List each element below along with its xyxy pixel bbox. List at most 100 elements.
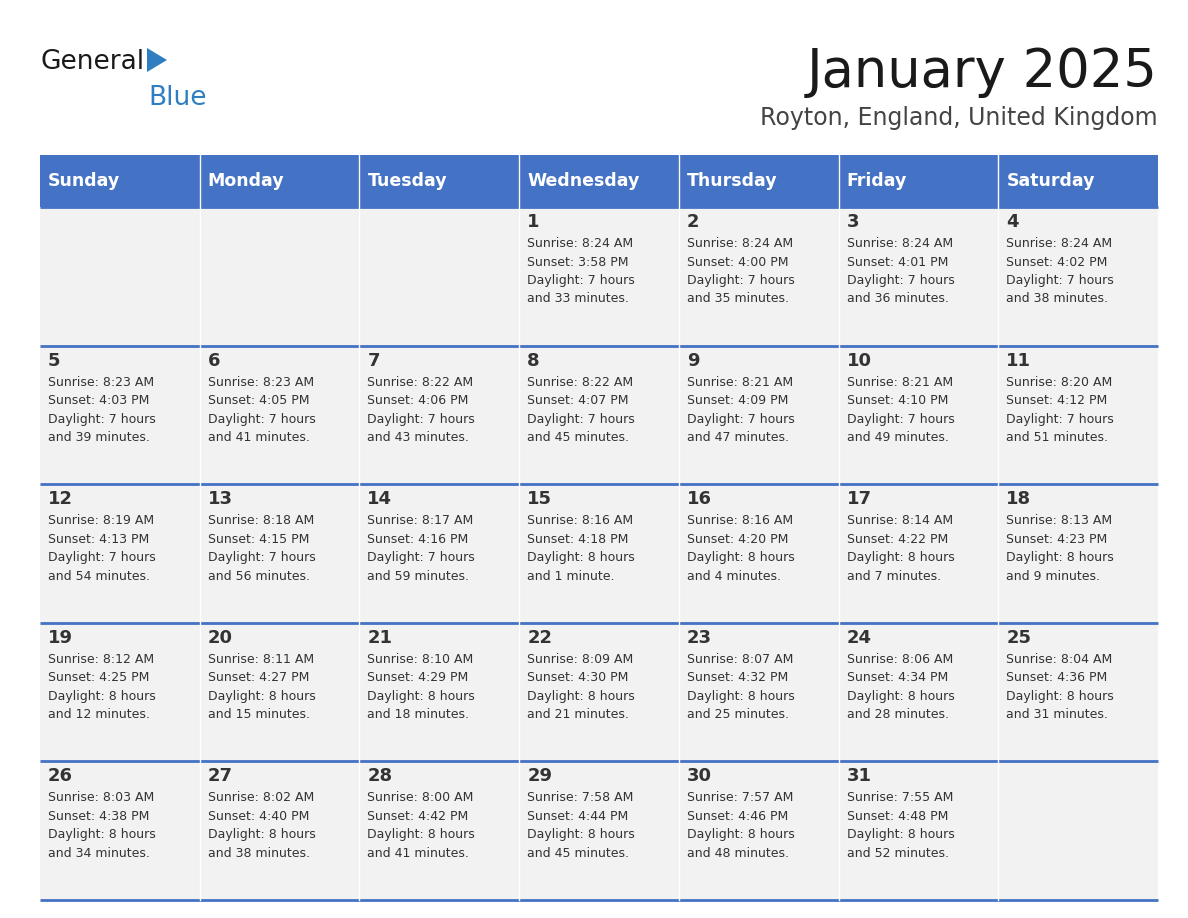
Polygon shape bbox=[147, 48, 168, 72]
Bar bbox=[200, 155, 360, 207]
Bar bbox=[839, 484, 998, 622]
Bar bbox=[40, 484, 200, 622]
Text: Daylight: 7 hours: Daylight: 7 hours bbox=[367, 551, 475, 565]
Text: Sunrise: 8:22 AM: Sunrise: 8:22 AM bbox=[367, 375, 474, 388]
Bar bbox=[200, 761, 360, 900]
Text: 15: 15 bbox=[527, 490, 552, 509]
Text: Daylight: 8 hours: Daylight: 8 hours bbox=[48, 689, 156, 703]
Text: Sunrise: 8:10 AM: Sunrise: 8:10 AM bbox=[367, 653, 474, 666]
Text: 9: 9 bbox=[687, 352, 700, 370]
Text: Sunrise: 8:17 AM: Sunrise: 8:17 AM bbox=[367, 514, 474, 527]
Bar bbox=[839, 207, 998, 345]
Bar bbox=[360, 207, 519, 345]
Text: and 45 minutes.: and 45 minutes. bbox=[527, 847, 630, 860]
Bar bbox=[40, 155, 200, 207]
Bar bbox=[360, 155, 519, 207]
Text: Daylight: 8 hours: Daylight: 8 hours bbox=[847, 689, 954, 703]
Bar bbox=[998, 484, 1158, 622]
Text: and 56 minutes.: and 56 minutes. bbox=[208, 570, 310, 583]
Text: Royton, England, United Kingdom: Royton, England, United Kingdom bbox=[760, 106, 1158, 130]
Text: 29: 29 bbox=[527, 767, 552, 786]
Bar bbox=[200, 484, 360, 622]
Text: Daylight: 7 hours: Daylight: 7 hours bbox=[1006, 412, 1114, 426]
Text: 26: 26 bbox=[48, 767, 72, 786]
Text: Daylight: 7 hours: Daylight: 7 hours bbox=[48, 551, 156, 565]
Bar bbox=[678, 761, 839, 900]
Text: and 35 minutes.: and 35 minutes. bbox=[687, 293, 789, 306]
Text: Daylight: 8 hours: Daylight: 8 hours bbox=[1006, 689, 1114, 703]
Text: Sunrise: 8:04 AM: Sunrise: 8:04 AM bbox=[1006, 653, 1112, 666]
Text: Daylight: 8 hours: Daylight: 8 hours bbox=[847, 828, 954, 842]
Text: Sunset: 4:10 PM: Sunset: 4:10 PM bbox=[847, 394, 948, 407]
Text: Daylight: 7 hours: Daylight: 7 hours bbox=[527, 412, 634, 426]
Text: and 41 minutes.: and 41 minutes. bbox=[367, 847, 469, 860]
Text: Daylight: 8 hours: Daylight: 8 hours bbox=[1006, 551, 1114, 565]
Bar bbox=[678, 345, 839, 484]
Text: Daylight: 7 hours: Daylight: 7 hours bbox=[367, 412, 475, 426]
Text: Sunset: 3:58 PM: Sunset: 3:58 PM bbox=[527, 255, 628, 268]
Text: Saturday: Saturday bbox=[1006, 172, 1095, 190]
Bar bbox=[360, 484, 519, 622]
Text: and 48 minutes.: and 48 minutes. bbox=[687, 847, 789, 860]
Text: Daylight: 7 hours: Daylight: 7 hours bbox=[687, 274, 795, 287]
Text: and 54 minutes.: and 54 minutes. bbox=[48, 570, 150, 583]
Text: and 36 minutes.: and 36 minutes. bbox=[847, 293, 948, 306]
Text: Sunset: 4:29 PM: Sunset: 4:29 PM bbox=[367, 671, 469, 684]
Text: Daylight: 8 hours: Daylight: 8 hours bbox=[527, 689, 634, 703]
Text: Sunrise: 8:09 AM: Sunrise: 8:09 AM bbox=[527, 653, 633, 666]
Text: and 39 minutes.: and 39 minutes. bbox=[48, 431, 150, 444]
Text: 6: 6 bbox=[208, 352, 220, 370]
Text: and 7 minutes.: and 7 minutes. bbox=[847, 570, 941, 583]
Text: and 49 minutes.: and 49 minutes. bbox=[847, 431, 948, 444]
Text: Sunrise: 8:24 AM: Sunrise: 8:24 AM bbox=[847, 237, 953, 250]
Text: Sunday: Sunday bbox=[48, 172, 120, 190]
Text: Daylight: 8 hours: Daylight: 8 hours bbox=[687, 551, 795, 565]
Text: 7: 7 bbox=[367, 352, 380, 370]
Text: Sunset: 4:30 PM: Sunset: 4:30 PM bbox=[527, 671, 628, 684]
Text: Daylight: 7 hours: Daylight: 7 hours bbox=[208, 412, 316, 426]
Bar bbox=[40, 761, 200, 900]
Text: Sunrise: 8:23 AM: Sunrise: 8:23 AM bbox=[48, 375, 154, 388]
Bar bbox=[519, 484, 678, 622]
Text: Sunrise: 8:12 AM: Sunrise: 8:12 AM bbox=[48, 653, 154, 666]
Text: 30: 30 bbox=[687, 767, 712, 786]
Bar bbox=[678, 207, 839, 345]
Text: Sunset: 4:05 PM: Sunset: 4:05 PM bbox=[208, 394, 309, 407]
Text: Daylight: 8 hours: Daylight: 8 hours bbox=[48, 828, 156, 842]
Text: Sunrise: 8:11 AM: Sunrise: 8:11 AM bbox=[208, 653, 314, 666]
Text: Sunrise: 8:16 AM: Sunrise: 8:16 AM bbox=[527, 514, 633, 527]
Text: 4: 4 bbox=[1006, 213, 1019, 231]
Bar bbox=[360, 345, 519, 484]
Text: and 9 minutes.: and 9 minutes. bbox=[1006, 570, 1100, 583]
Bar bbox=[998, 155, 1158, 207]
Text: and 1 minute.: and 1 minute. bbox=[527, 570, 614, 583]
Bar bbox=[678, 484, 839, 622]
Text: Daylight: 7 hours: Daylight: 7 hours bbox=[208, 551, 316, 565]
Text: and 38 minutes.: and 38 minutes. bbox=[208, 847, 310, 860]
Text: Daylight: 7 hours: Daylight: 7 hours bbox=[48, 412, 156, 426]
Bar bbox=[200, 622, 360, 761]
Text: Sunset: 4:02 PM: Sunset: 4:02 PM bbox=[1006, 255, 1107, 268]
Text: Sunrise: 8:02 AM: Sunrise: 8:02 AM bbox=[208, 791, 314, 804]
Text: Sunset: 4:38 PM: Sunset: 4:38 PM bbox=[48, 810, 150, 823]
Text: Sunset: 4:40 PM: Sunset: 4:40 PM bbox=[208, 810, 309, 823]
Bar bbox=[839, 761, 998, 900]
Text: Daylight: 8 hours: Daylight: 8 hours bbox=[847, 551, 954, 565]
Text: and 25 minutes.: and 25 minutes. bbox=[687, 709, 789, 722]
Text: Sunset: 4:13 PM: Sunset: 4:13 PM bbox=[48, 532, 150, 545]
Text: January 2025: January 2025 bbox=[807, 46, 1158, 98]
Text: 25: 25 bbox=[1006, 629, 1031, 647]
Text: and 47 minutes.: and 47 minutes. bbox=[687, 431, 789, 444]
Bar bbox=[839, 155, 998, 207]
Text: Sunrise: 8:22 AM: Sunrise: 8:22 AM bbox=[527, 375, 633, 388]
Text: 12: 12 bbox=[48, 490, 72, 509]
Text: 24: 24 bbox=[847, 629, 872, 647]
Text: Sunrise: 8:24 AM: Sunrise: 8:24 AM bbox=[527, 237, 633, 250]
Text: and 4 minutes.: and 4 minutes. bbox=[687, 570, 781, 583]
Text: Sunset: 4:44 PM: Sunset: 4:44 PM bbox=[527, 810, 628, 823]
Text: 11: 11 bbox=[1006, 352, 1031, 370]
Text: Monday: Monday bbox=[208, 172, 284, 190]
Text: 21: 21 bbox=[367, 629, 392, 647]
Text: Sunrise: 8:13 AM: Sunrise: 8:13 AM bbox=[1006, 514, 1112, 527]
Text: Sunset: 4:34 PM: Sunset: 4:34 PM bbox=[847, 671, 948, 684]
